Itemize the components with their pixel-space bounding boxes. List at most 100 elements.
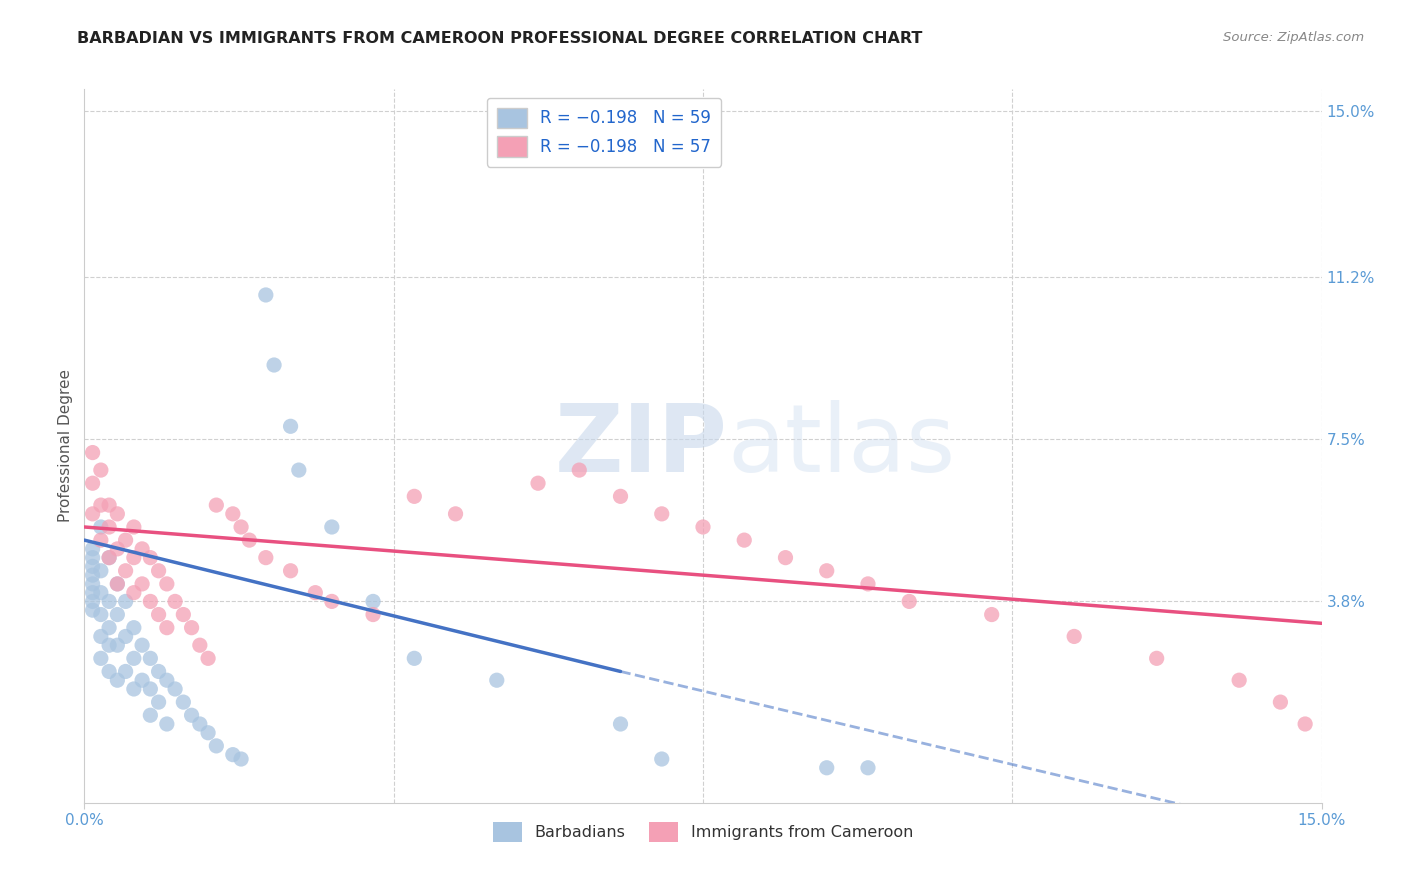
Point — [82, 594, 104, 608]
Point — [82, 568, 104, 582]
Point — [222, 747, 245, 762]
Point — [139, 651, 162, 665]
Point — [263, 358, 285, 372]
Point — [692, 520, 714, 534]
Point — [254, 288, 277, 302]
Point — [98, 550, 121, 565]
Point — [1294, 717, 1316, 731]
Point — [856, 577, 879, 591]
Point — [114, 665, 136, 679]
Point — [122, 550, 145, 565]
Point — [139, 681, 162, 696]
Point — [82, 445, 104, 459]
Point — [82, 603, 104, 617]
Point — [122, 681, 145, 696]
Point — [105, 577, 128, 591]
Point — [105, 673, 128, 688]
Point — [82, 550, 104, 565]
Point — [361, 594, 384, 608]
Point — [114, 594, 136, 608]
Point — [82, 585, 104, 599]
Y-axis label: Professional Degree: Professional Degree — [58, 369, 73, 523]
Point — [775, 550, 797, 565]
Point — [321, 520, 343, 534]
Point — [609, 489, 631, 503]
Point — [156, 673, 179, 688]
Point — [139, 708, 162, 723]
Point — [815, 761, 838, 775]
Point — [197, 651, 219, 665]
Point — [90, 651, 112, 665]
Point — [898, 594, 921, 608]
Point — [90, 607, 112, 622]
Text: ZIP: ZIP — [555, 400, 728, 492]
Point — [205, 498, 228, 512]
Point — [105, 638, 128, 652]
Point — [139, 594, 162, 608]
Point — [82, 541, 104, 556]
Point — [165, 594, 187, 608]
Point — [609, 717, 631, 731]
Point — [156, 717, 179, 731]
Text: BARBADIAN VS IMMIGRANTS FROM CAMEROON PROFESSIONAL DEGREE CORRELATION CHART: BARBADIAN VS IMMIGRANTS FROM CAMEROON PR… — [77, 31, 922, 46]
Point — [139, 550, 162, 565]
Point — [404, 651, 426, 665]
Point — [254, 550, 277, 565]
Point — [527, 476, 550, 491]
Point — [114, 629, 136, 643]
Point — [156, 621, 179, 635]
Point — [131, 638, 153, 652]
Point — [733, 533, 755, 548]
Point — [1146, 651, 1168, 665]
Point — [98, 520, 121, 534]
Point — [205, 739, 228, 753]
Point — [288, 463, 311, 477]
Point — [1063, 629, 1085, 643]
Point — [82, 577, 104, 591]
Point — [304, 585, 326, 599]
Point — [122, 520, 145, 534]
Point — [197, 725, 219, 739]
Point — [98, 594, 121, 608]
Point — [131, 673, 153, 688]
Point — [114, 533, 136, 548]
Point — [165, 681, 187, 696]
Point — [1227, 673, 1250, 688]
Point — [98, 621, 121, 635]
Point — [90, 520, 112, 534]
Point — [105, 607, 128, 622]
Point — [90, 533, 112, 548]
Point — [444, 507, 467, 521]
Point — [188, 717, 211, 731]
Legend: Barbadians, Immigrants from Cameroon: Barbadians, Immigrants from Cameroon — [486, 816, 920, 848]
Point — [238, 533, 260, 548]
Point — [188, 638, 211, 652]
Point — [82, 476, 104, 491]
Point — [90, 564, 112, 578]
Point — [1270, 695, 1292, 709]
Point — [90, 498, 112, 512]
Point — [98, 638, 121, 652]
Text: atlas: atlas — [728, 400, 956, 492]
Point — [148, 564, 170, 578]
Point — [82, 559, 104, 574]
Point — [148, 665, 170, 679]
Point — [229, 752, 252, 766]
Point — [148, 695, 170, 709]
Point — [172, 695, 194, 709]
Point — [131, 577, 153, 591]
Point — [651, 507, 673, 521]
Point — [122, 621, 145, 635]
Point — [180, 621, 202, 635]
Point — [122, 585, 145, 599]
Point — [485, 673, 508, 688]
Point — [172, 607, 194, 622]
Point — [90, 463, 112, 477]
Point — [122, 651, 145, 665]
Point — [280, 419, 302, 434]
Point — [180, 708, 202, 723]
Point — [361, 607, 384, 622]
Point — [105, 577, 128, 591]
Point — [98, 550, 121, 565]
Point — [229, 520, 252, 534]
